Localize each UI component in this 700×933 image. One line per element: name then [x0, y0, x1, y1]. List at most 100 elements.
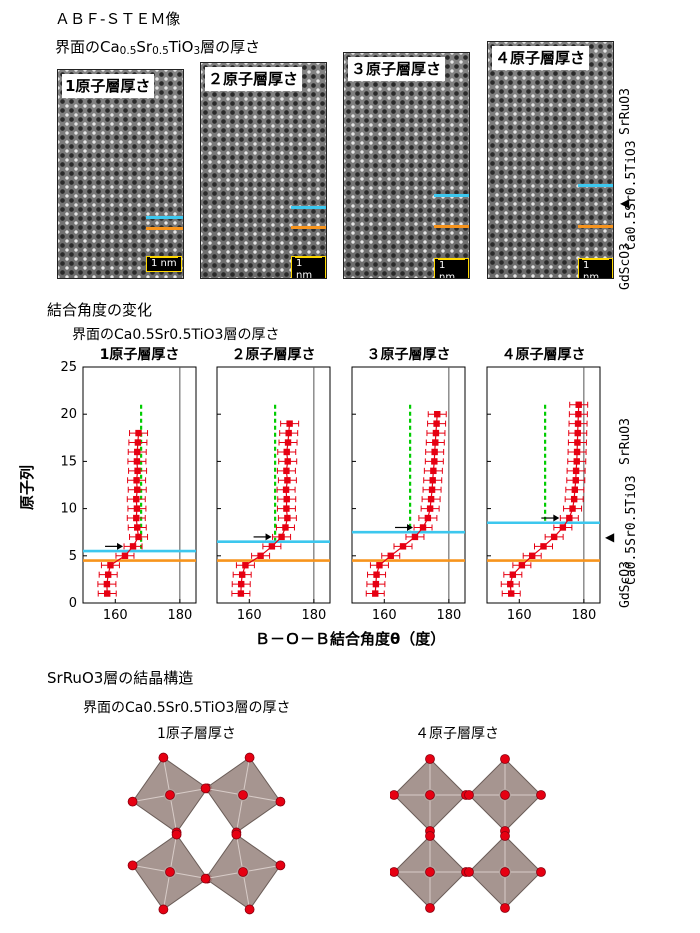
- stem-panel-label: 1原子層厚さ: [62, 74, 155, 98]
- oxygen-atom: [390, 867, 399, 877]
- oxygen-atom: [536, 790, 546, 800]
- oxygen-atom: [200, 783, 211, 794]
- x-tick-label: 160: [237, 608, 262, 623]
- data-point: [286, 420, 293, 427]
- data-point: [284, 514, 291, 522]
- data-point: [133, 505, 141, 512]
- stem-panel-label: ３原子層厚さ: [348, 57, 446, 81]
- stem-panel-label: ４原子層厚さ: [492, 46, 590, 70]
- octahedron-edge: [242, 757, 251, 796]
- data-point: [283, 467, 290, 475]
- oxygen-atom: [275, 860, 286, 871]
- octahedron-edge: [242, 871, 251, 910]
- panel-title: 1原子層厚さ: [100, 347, 180, 363]
- cyan-interface-line: [434, 194, 469, 197]
- x-tick-label: 180: [167, 608, 192, 623]
- interface-arrow-head: [117, 542, 124, 550]
- oxygen-atom: [158, 752, 169, 763]
- data-point: [129, 543, 137, 550]
- data-point: [373, 571, 380, 578]
- angle-chart-panel: ４原子層厚さ 160 180: [486, 347, 601, 623]
- x-tick-label: 160: [507, 608, 532, 623]
- orange-interface-line: [146, 227, 183, 230]
- scale-bar: 1 nm: [434, 258, 469, 278]
- octahedron-edge: [205, 871, 244, 880]
- stem-panel-label: ２原子層厚さ: [205, 67, 303, 91]
- stem-image-4: ４原子層厚さ 1 nm: [487, 41, 614, 279]
- data-point: [135, 533, 142, 541]
- crystal-structure-untilted: [390, 754, 546, 913]
- data-point: [283, 495, 290, 503]
- data-point: [518, 562, 526, 569]
- oxygen-atom: [464, 867, 474, 877]
- octahedron-edge: [235, 834, 244, 873]
- data-point: [282, 524, 289, 531]
- data-point: [282, 486, 290, 493]
- scale-bar: 1 nm: [146, 256, 182, 272]
- data-point: [432, 439, 439, 446]
- oxygen-atom: [425, 831, 435, 841]
- x-tick-label: 180: [571, 608, 596, 623]
- plot-frame: [82, 366, 197, 604]
- data-point: [134, 467, 141, 475]
- data-point: [430, 467, 437, 475]
- orange-interface-line: [578, 225, 613, 228]
- octahedron-edge: [132, 794, 171, 803]
- data-point: [570, 495, 578, 503]
- octahedron-edge: [162, 871, 171, 910]
- stem-image-2: ２原子層厚さ 1 nm: [200, 62, 327, 279]
- data-point: [573, 448, 581, 456]
- panel-title: ３原子層厚さ: [367, 347, 451, 363]
- data-point: [283, 448, 290, 456]
- data-point: [121, 552, 129, 559]
- y-tick-label: 20: [60, 407, 77, 422]
- octahedron-edge: [169, 794, 178, 833]
- data-point: [107, 562, 114, 569]
- oxygen-atom: [464, 790, 474, 800]
- data-point: [433, 420, 440, 427]
- oxygen-atom: [231, 829, 242, 840]
- octahedron-edge: [242, 794, 281, 803]
- oxygen-atom: [165, 790, 175, 800]
- oxygen-atom: [165, 867, 175, 877]
- octahedron-edge: [242, 864, 281, 873]
- data-point: [268, 543, 276, 550]
- angle-chart-panel: 1原子層厚さ 160 180 0 5 10 15 20 25: [60, 347, 197, 623]
- y-tick-label: 5: [69, 549, 77, 564]
- orange-interface-line: [434, 225, 469, 228]
- crystal-right-label: ４原子層厚さ: [415, 726, 499, 742]
- oxygen-atom: [238, 867, 248, 877]
- y-tick-label: 10: [60, 502, 77, 517]
- x-tick-label: 160: [372, 608, 397, 623]
- data-point: [575, 411, 582, 418]
- data-point: [434, 411, 441, 418]
- data-point: [550, 533, 558, 541]
- series-line: [374, 414, 438, 594]
- data-point: [372, 580, 380, 588]
- x-tick-label: 180: [301, 608, 326, 623]
- octahedron-edge: [132, 864, 171, 873]
- data-point: [431, 448, 438, 456]
- data-point: [284, 477, 291, 484]
- stem-interface-arrow-icon: ◀: [620, 196, 630, 210]
- oxygen-atom: [244, 752, 255, 763]
- data-point: [134, 439, 142, 446]
- oxygen-atom: [171, 829, 182, 840]
- scale-bar: 1 nm: [578, 258, 613, 278]
- crystal-left-label: 1原子層厚さ: [157, 726, 236, 742]
- data-point: [574, 429, 581, 437]
- oxygen-atom: [425, 903, 435, 913]
- stem-subtitle: 界面のCa0.5Sr0.5TiO3層の厚さ: [55, 38, 261, 57]
- data-point: [134, 524, 141, 531]
- angle-section-subtitle: 界面のCa0.5Sr0.5TiO3層の厚さ: [72, 327, 280, 343]
- data-point: [376, 562, 383, 569]
- oxygen-atom: [500, 831, 510, 841]
- data-point: [566, 514, 573, 522]
- plot-frame: [351, 366, 466, 604]
- stem-side-gdsco3: GdScO3: [618, 243, 633, 290]
- crystal-title: SrRuO3層の結晶構造: [47, 669, 194, 687]
- oxygen-atom: [500, 790, 510, 800]
- y-tick-label: 25: [60, 360, 77, 375]
- angle-xlabel: Ｂ－Ｏ－Ｂ結合角度θ（度）: [255, 630, 446, 648]
- cyan-interface-line: [578, 184, 613, 187]
